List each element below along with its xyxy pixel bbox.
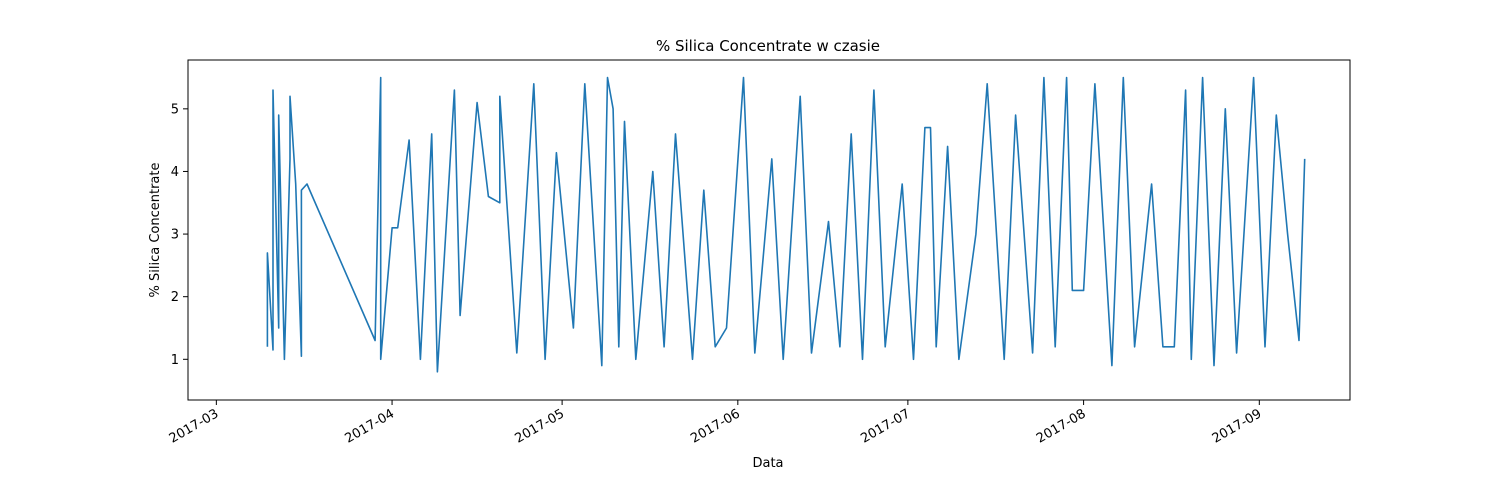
y-tick-label: 2: [171, 290, 179, 305]
y-tick-label: 1: [171, 353, 179, 368]
x-axis-label: Data: [752, 456, 783, 471]
y-tick-label: 3: [171, 228, 179, 243]
y-tick-label: 5: [171, 102, 179, 117]
series-layer: [266, 76, 1306, 373]
y-tick-label: 4: [171, 165, 179, 180]
chart-title: % Silica Concentrate w czasie: [656, 37, 880, 55]
plot-area-frame: [187, 59, 1351, 401]
y-axis-label: % Silica Concentrate: [148, 163, 163, 298]
y-axis: 1 2 3 4 5: [171, 102, 188, 368]
series-line: [266, 76, 1306, 373]
